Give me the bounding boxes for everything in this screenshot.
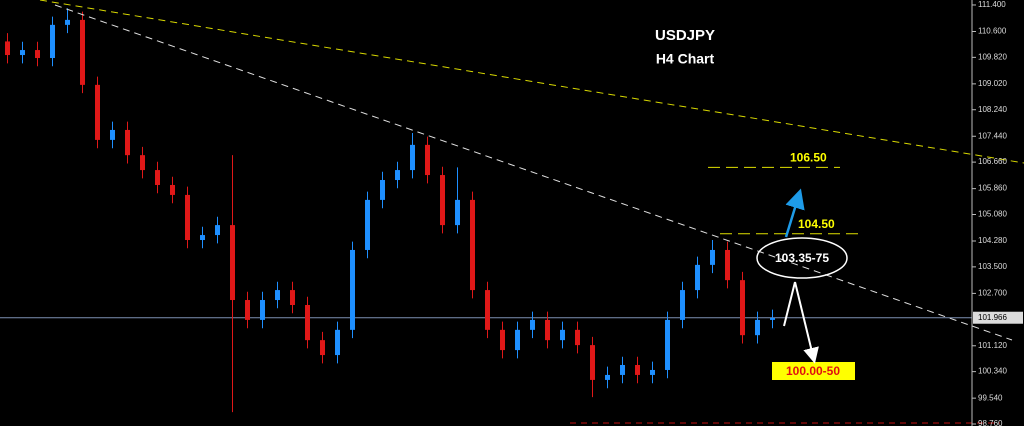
chart-subtitle: H4 Chart	[656, 51, 715, 67]
chart-title: USDJPY	[655, 27, 715, 44]
y-tick-label: 110.600	[978, 27, 1007, 36]
candle-body	[560, 329, 565, 341]
candle-body	[155, 170, 160, 185]
candle-body	[335, 329, 340, 356]
candle-body	[140, 155, 145, 171]
candle-body	[95, 84, 100, 140]
candle-body	[80, 19, 85, 85]
candle-body	[395, 170, 400, 181]
candle-body	[650, 369, 655, 375]
candle-body	[65, 19, 70, 25]
candle-body	[230, 225, 235, 301]
candle-body	[470, 199, 475, 291]
y-tick-label: 104.280	[978, 236, 1007, 245]
candle-body	[425, 144, 430, 176]
candle-body	[620, 365, 625, 375]
candle-body	[695, 264, 700, 291]
candle-body	[725, 249, 730, 281]
y-tick-label: 105.860	[978, 184, 1007, 193]
candle-body	[350, 249, 355, 330]
candle-body	[380, 180, 385, 200]
annotation-box	[772, 362, 855, 380]
level-label: 106.50	[790, 151, 827, 165]
candle-body	[635, 365, 640, 375]
candle-body	[665, 319, 670, 370]
trendline	[54, 4, 1013, 341]
candle-body	[680, 290, 685, 320]
candle-body	[755, 319, 760, 336]
candle-body	[5, 41, 10, 56]
candle-body	[515, 329, 520, 351]
y-tick-label: 109.020	[978, 79, 1007, 88]
last-price-box	[973, 311, 1023, 324]
candle-body	[500, 329, 505, 351]
candle-body	[110, 129, 115, 140]
y-tick-label: 109.820	[978, 52, 1007, 61]
annotation: 103.35-75	[775, 251, 829, 265]
candle-body	[440, 175, 445, 226]
candle-body	[605, 374, 610, 380]
arrow-down	[794, 281, 819, 364]
arrow-line	[783, 281, 796, 327]
trendline	[39, 0, 1024, 164]
y-tick-label: 100.340	[978, 367, 1007, 376]
y-tick-label: 103.500	[978, 262, 1007, 271]
last-price-label: 101.966	[978, 313, 1007, 322]
y-tick-label: 102.700	[978, 289, 1007, 298]
y-tick-label: 111.400	[978, 0, 1006, 9]
y-tick-label: 98.760	[978, 419, 1003, 426]
y-tick-label: 99.540	[978, 393, 1003, 402]
candle-body	[530, 319, 535, 330]
candle-body	[740, 280, 745, 336]
candle-body	[185, 194, 190, 241]
candle-body	[275, 290, 280, 301]
y-tick-label: 106.660	[978, 157, 1007, 166]
target-ellipse	[756, 237, 848, 279]
candle-body	[35, 50, 40, 59]
candle-body	[545, 319, 550, 341]
candle-body	[305, 304, 310, 341]
plot	[0, 8, 972, 413]
candle-body	[290, 290, 295, 305]
arrow-up	[784, 188, 805, 238]
candle-body	[20, 50, 25, 56]
candle-body	[200, 235, 205, 241]
candle-body	[170, 184, 175, 195]
candle-body	[710, 249, 715, 265]
y-tick-label: 108.240	[978, 105, 1007, 114]
candle-body	[245, 300, 250, 320]
candle-body	[125, 129, 130, 156]
candle-body	[50, 24, 55, 59]
y-tick-label: 107.440	[978, 131, 1007, 140]
candle-body	[575, 329, 580, 346]
candle-body	[365, 199, 370, 250]
candle-body	[215, 225, 220, 236]
candle-body	[590, 345, 595, 380]
candle-body	[320, 340, 325, 356]
annotation: 100.00-50	[786, 364, 840, 378]
candle-body	[260, 300, 265, 320]
level-label: 104.50	[798, 217, 835, 231]
candle-body	[410, 144, 415, 171]
y-tick-label: 101.120	[978, 341, 1007, 350]
candle-body	[455, 199, 460, 226]
y-tick-label: 105.080	[978, 210, 1007, 219]
candle-body	[770, 317, 775, 320]
candle-body	[485, 290, 490, 330]
